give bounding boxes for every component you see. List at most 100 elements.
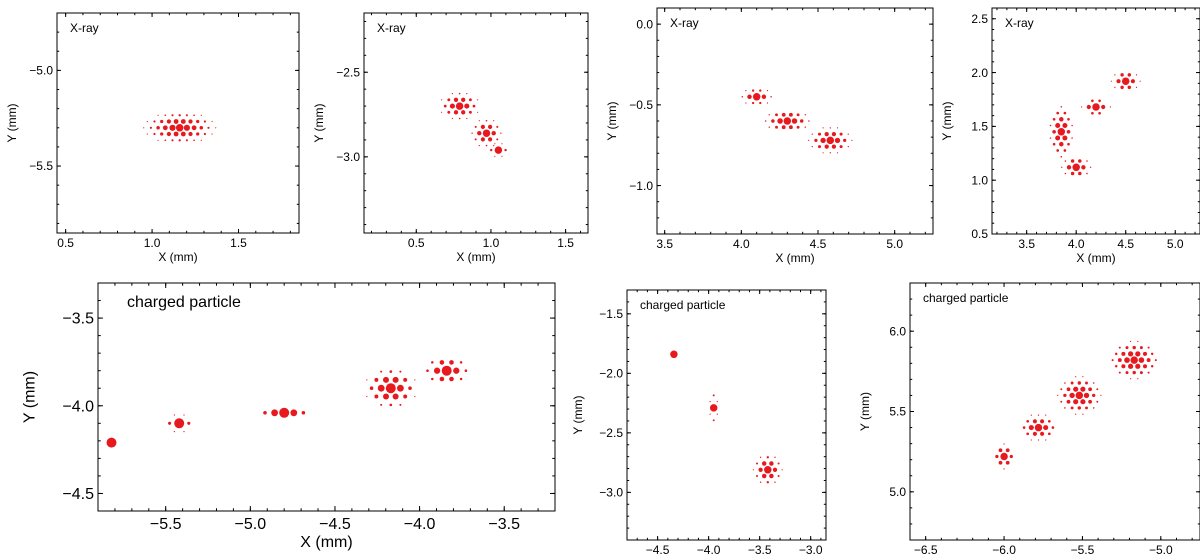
hit-pixel (1098, 99, 1101, 103)
hit-pixel (392, 393, 399, 400)
hit-pixel (187, 421, 191, 425)
x-tick-label: 5.0 (886, 237, 903, 251)
hit-pixel (168, 421, 172, 425)
hit-pixel (1116, 79, 1121, 84)
x-tick-label: −5.0 (235, 516, 267, 533)
hit-pixel (485, 144, 488, 147)
hit-pixel (383, 376, 389, 383)
hit-pixel (1064, 382, 1066, 384)
hit-pixel (188, 119, 193, 124)
hit-pixel (1030, 414, 1032, 416)
hit-pixel (439, 376, 445, 382)
hit-pixel (389, 403, 393, 407)
hit-pixel (709, 404, 718, 412)
hit-pixel (1059, 117, 1064, 122)
hit-pixel (1060, 155, 1063, 158)
y-tick-label: −5.5 (29, 159, 53, 173)
hit-pixel (1091, 99, 1094, 103)
hit-pixel (488, 137, 493, 142)
hit-pixel (1051, 426, 1055, 429)
hit-pixel (1138, 357, 1145, 363)
hit-pixel (474, 138, 477, 141)
y-tick-label: 2.5 (971, 12, 988, 26)
panel-title: X-ray (670, 16, 699, 30)
hit-pixel (461, 110, 466, 115)
hit-pixel (106, 437, 117, 448)
hit-pixel (796, 113, 800, 117)
hit-pixel (480, 137, 485, 142)
hit-pixel (1071, 137, 1073, 139)
hit-pixel (480, 124, 485, 129)
hit-pixel (196, 119, 200, 124)
hit-pixel (301, 411, 306, 415)
hit-pixel (777, 462, 780, 465)
hit-group (441, 92, 507, 157)
hit-pixel (829, 152, 831, 154)
hit-pixel (1139, 371, 1143, 375)
hit-pixel (772, 467, 778, 472)
hit-pixel (185, 114, 188, 117)
hit-pixel (500, 132, 502, 134)
hit-pixel (777, 474, 780, 478)
hit-pixel (160, 119, 164, 124)
hit-pixel (203, 120, 206, 123)
hit-pixel (366, 379, 368, 381)
hit-pixel (1096, 400, 1099, 403)
hit-pixel (156, 126, 160, 130)
y-axis-label: Y (mm) (940, 101, 954, 140)
hit-pixel (166, 131, 172, 137)
hit-pixel (1073, 399, 1079, 405)
hit-pixel (403, 377, 408, 382)
hit-pixel (1114, 86, 1116, 89)
hit-pixel (1060, 388, 1063, 391)
hit-pixel (1114, 352, 1118, 356)
hit-pixel (1135, 363, 1141, 369)
hit-pixel (1063, 393, 1067, 398)
hit-pixel (1005, 448, 1010, 453)
hit-pixel (752, 93, 761, 101)
hit-pixel (709, 413, 711, 415)
hit-pixel (474, 125, 477, 128)
hit-pixel (455, 102, 464, 110)
hit-pixel (1082, 376, 1084, 378)
x-tick-label: 0.5 (408, 236, 425, 250)
hit-pixel (164, 139, 167, 142)
hit-pixel (745, 90, 747, 92)
x-tick-label: −3.5 (488, 516, 520, 533)
hit-pixel (290, 409, 298, 417)
hit-pixel (414, 379, 416, 381)
y-tick-label: −3.5 (62, 311, 94, 328)
hit-pixel (374, 394, 379, 399)
hit-pixel (1064, 172, 1067, 175)
hit-pixel (441, 111, 443, 113)
hit-pixel (397, 384, 404, 392)
hit-pixel (1125, 346, 1129, 350)
hit-pixel (171, 139, 174, 142)
hit-pixel (1080, 399, 1086, 405)
hit-pixel (829, 127, 831, 129)
panel-4: 3.5 4.0 4.5 5.0 0.5 1.0 1.5 2.0 2.5 X (mm) Y (mm) X… (940, 7, 1200, 265)
hit-pixel (441, 99, 443, 101)
hit-pixel (203, 132, 206, 136)
hit-pixel (392, 376, 399, 383)
hit-pixel (712, 394, 715, 397)
hit-pixel (1057, 394, 1059, 397)
hit-pixel (764, 120, 767, 122)
hit-pixel (1121, 77, 1130, 85)
hit-pixel (478, 145, 480, 147)
hit-pixel (175, 124, 184, 132)
hit-pixel (459, 377, 463, 381)
hit-pixel (1129, 378, 1132, 380)
hit-pixel (1063, 111, 1067, 115)
hit-pixel (1026, 419, 1030, 423)
x-axis-label: X (mm) (456, 250, 495, 264)
y-tick-label: −1.5 (599, 307, 623, 321)
hit-pixel (1032, 419, 1037, 424)
x-tick-label: −4.5 (646, 543, 670, 557)
hit-pixel (162, 125, 168, 131)
hit-pixel (200, 139, 202, 141)
hit-pixel (1129, 340, 1132, 343)
hit-pixel (1077, 406, 1081, 410)
hit-pixel (383, 393, 389, 400)
y-tick-label: −2.0 (599, 367, 623, 381)
